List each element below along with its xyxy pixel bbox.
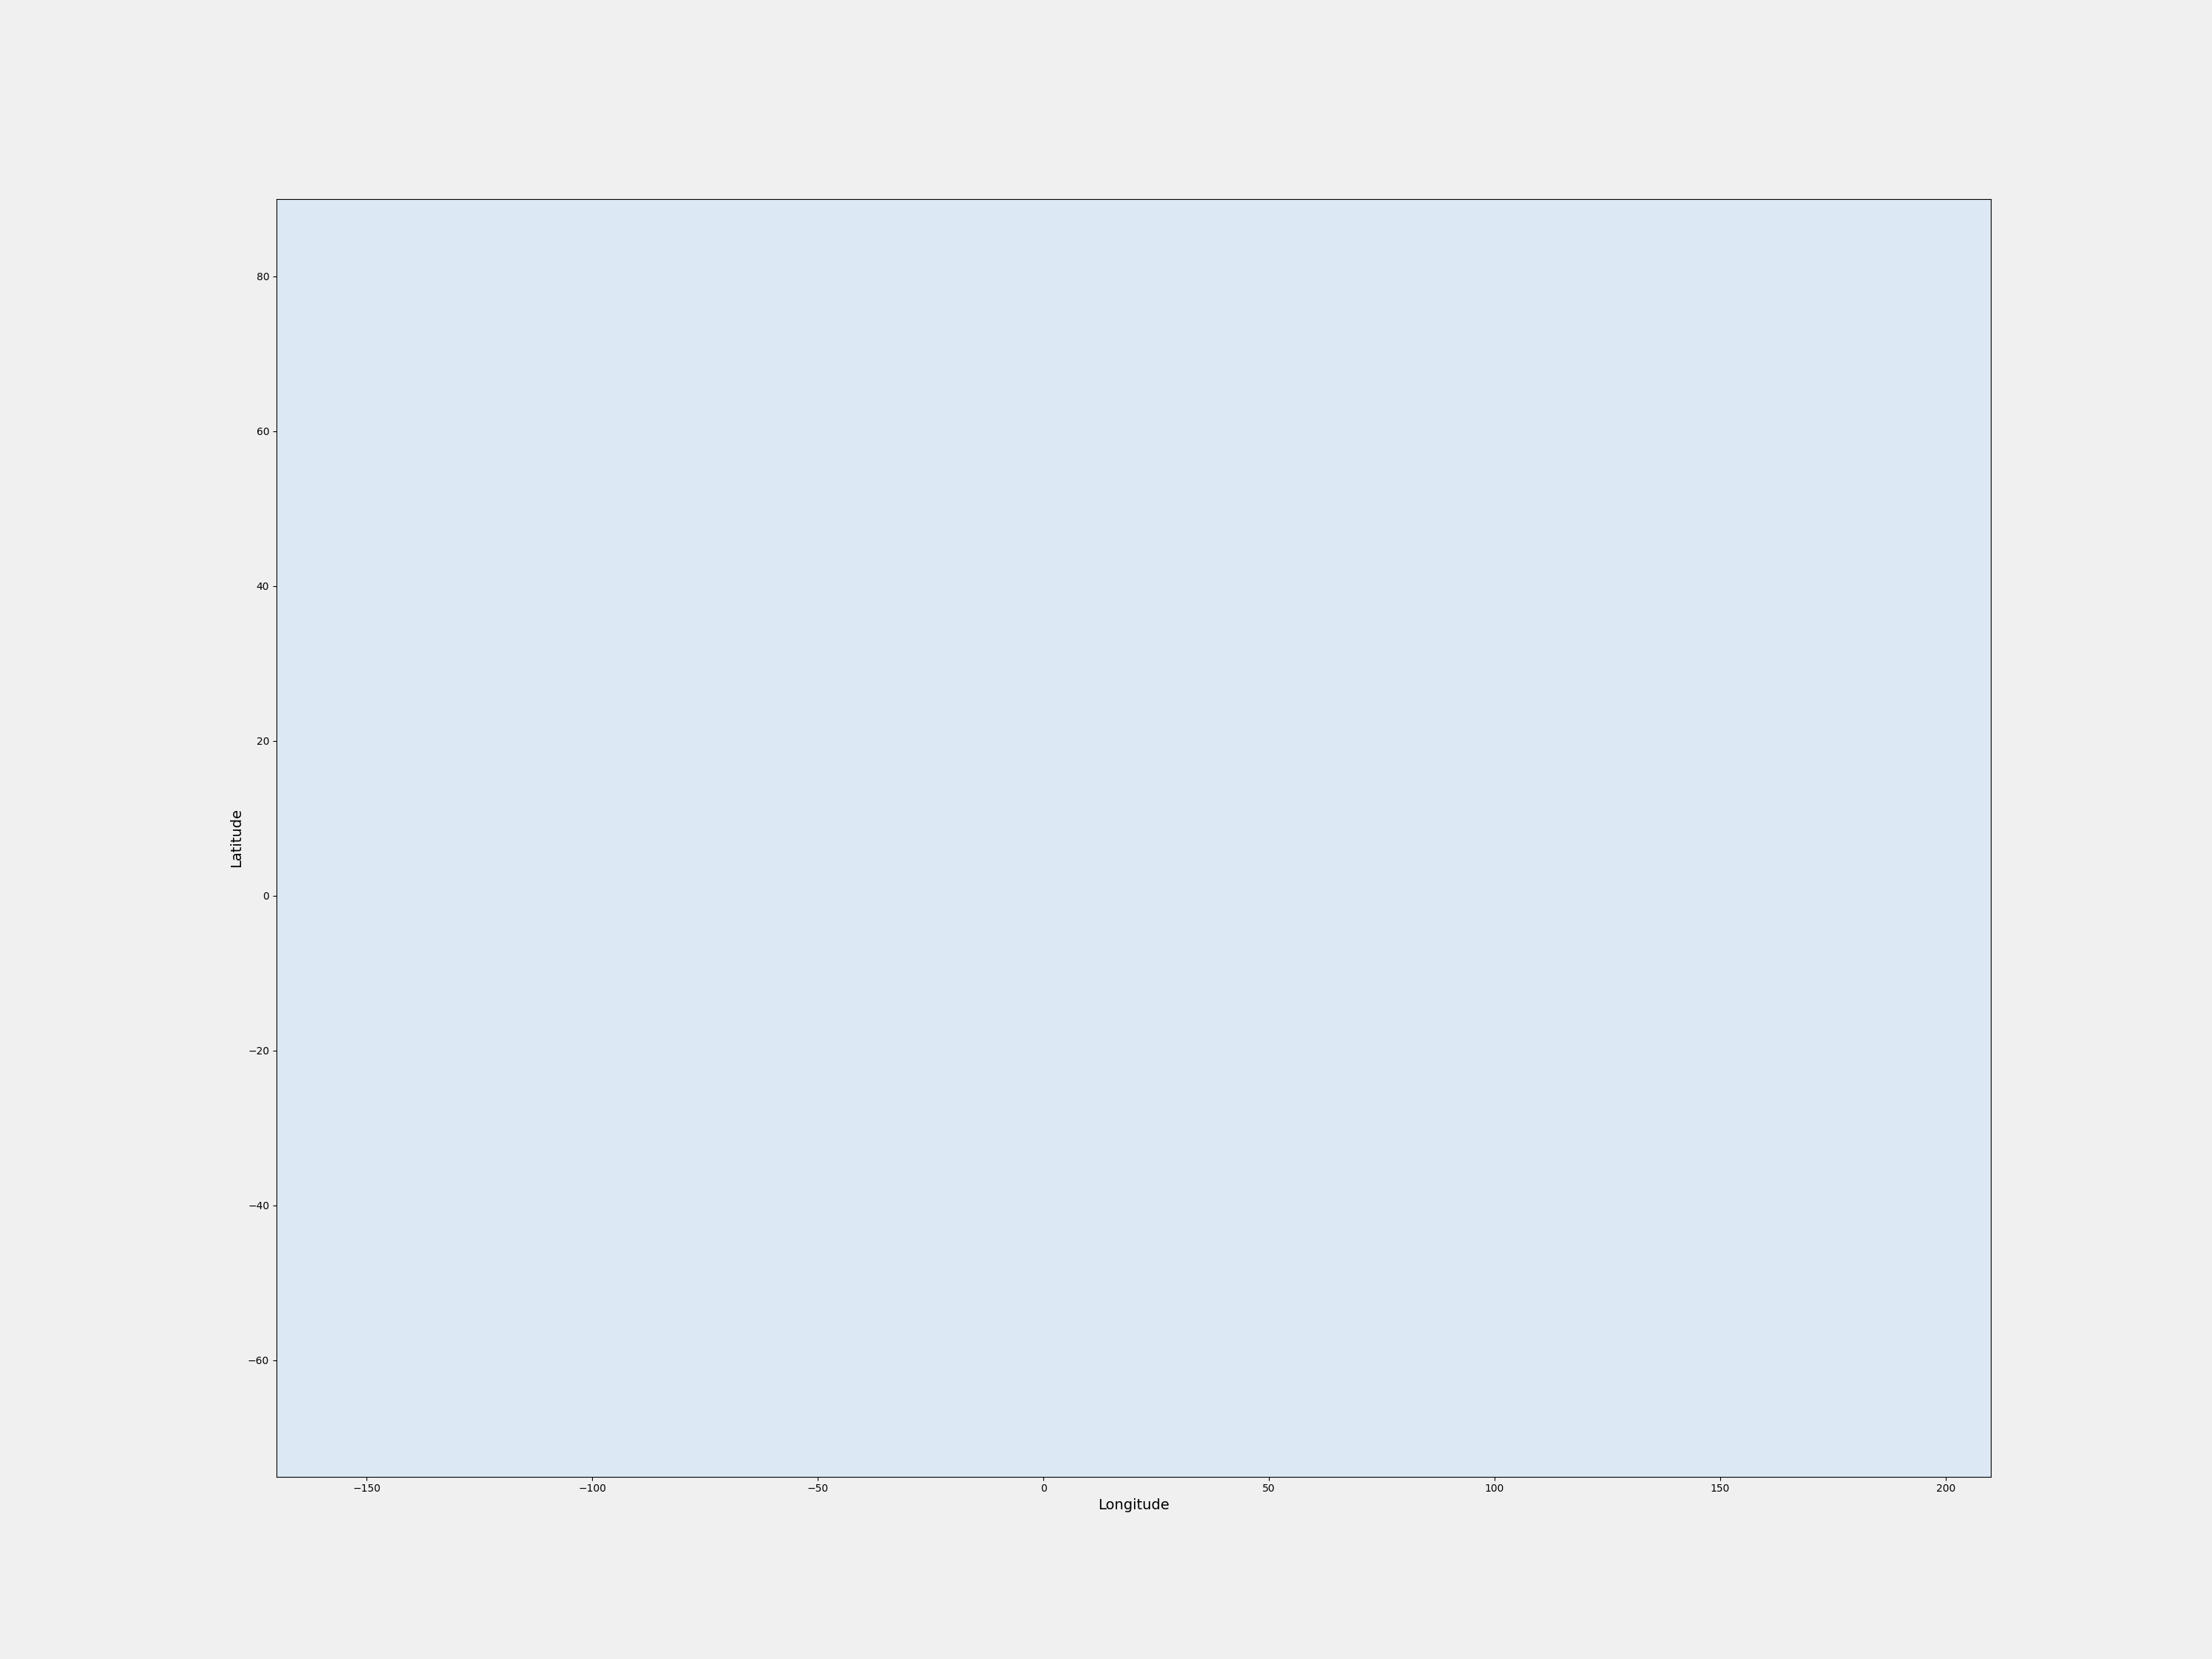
X-axis label: Longitude: Longitude (1097, 1498, 1170, 1511)
Y-axis label: Latitude: Latitude (230, 808, 243, 868)
